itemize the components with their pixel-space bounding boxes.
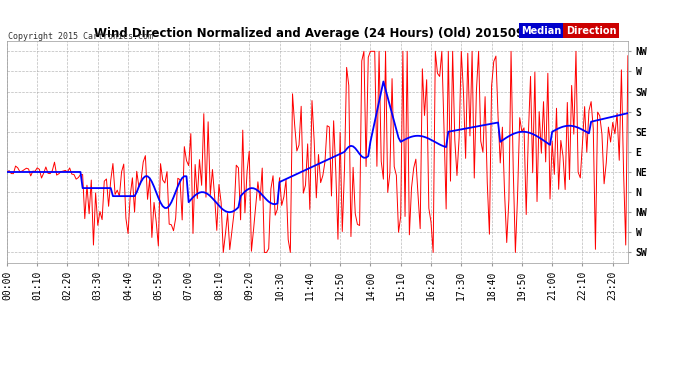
Text: Median: Median [521, 26, 561, 36]
Text: Direction: Direction [566, 26, 616, 36]
Title: Wind Direction Normalized and Average (24 Hours) (Old) 20150904: Wind Direction Normalized and Average (2… [94, 27, 541, 40]
Text: Copyright 2015 Cartronics.com: Copyright 2015 Cartronics.com [8, 32, 153, 41]
